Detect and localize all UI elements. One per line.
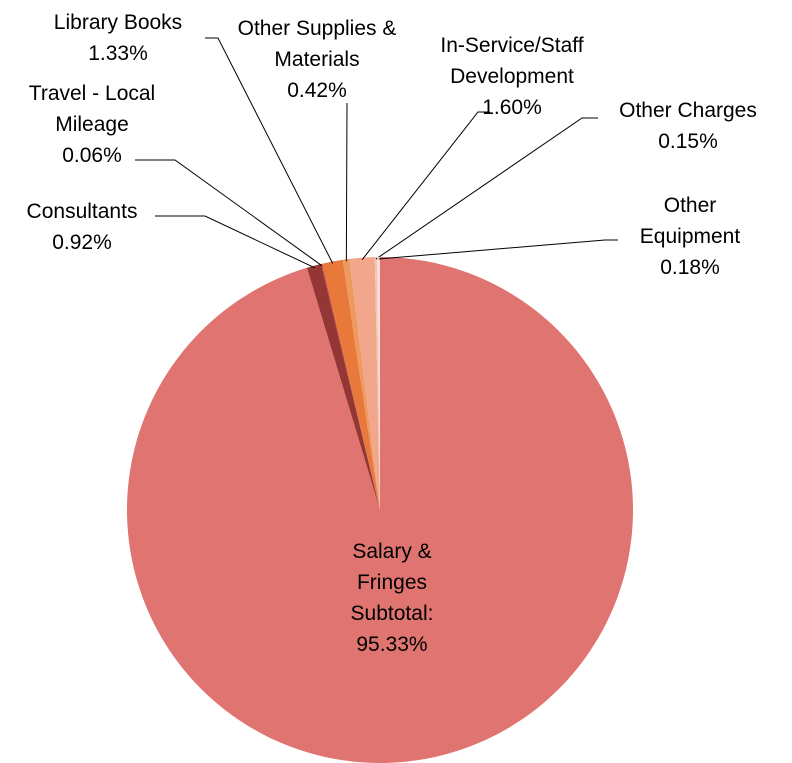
value-label: 0.15% xyxy=(658,130,718,153)
category-label: Travel - Local Mileage xyxy=(28,82,156,136)
category-label: Library Books xyxy=(53,11,183,34)
slice-label: Library Books 1.33% xyxy=(33,7,203,69)
slice-label: In-Service/Staff Development 1.60% xyxy=(425,30,600,123)
pie-slice xyxy=(322,259,380,510)
category-label: Other Supplies & Materials xyxy=(237,17,397,71)
pie-slice xyxy=(374,257,380,510)
category-label: Consultants xyxy=(26,200,138,223)
value-label: 0.18% xyxy=(660,256,720,279)
category-label: Other Charges xyxy=(619,99,757,122)
pie-slice xyxy=(321,263,380,510)
value-label: 1.33% xyxy=(88,42,148,65)
category-label: Other Equipment xyxy=(639,194,741,248)
pie-slice xyxy=(377,257,380,510)
value-label: 0.42% xyxy=(287,79,347,102)
leader-line xyxy=(361,111,490,260)
leader-line xyxy=(155,215,315,269)
slice-label: Other Supplies & Materials 0.42% xyxy=(237,13,397,106)
leader-line xyxy=(378,239,618,260)
pie-slice xyxy=(342,258,380,510)
pie-slice xyxy=(349,257,380,510)
leader-line xyxy=(345,102,348,262)
slice-label: Travel - Local Mileage 0.06% xyxy=(7,78,177,171)
leader-line xyxy=(135,159,323,267)
value-label: 0.06% xyxy=(62,144,122,167)
value-label: 95.33% xyxy=(356,633,428,656)
leader-line xyxy=(205,37,334,264)
slice-label: Other Charges 0.15% xyxy=(598,95,778,157)
leader-line xyxy=(375,117,598,260)
category-label: In-Service/Staff Development xyxy=(440,34,584,88)
pie-slice xyxy=(127,257,633,763)
slice-label: Other Equipment 0.18% xyxy=(635,190,745,283)
pie-slice xyxy=(306,263,380,510)
slice-label: Consultants 0.92% xyxy=(7,196,157,258)
value-label: 1.60% xyxy=(482,96,542,119)
value-label: 0.92% xyxy=(52,231,112,254)
slice-label: Salary & Fringes Subtotal: 95.33% xyxy=(327,536,457,660)
category-label: Salary & Fringes Subtotal: xyxy=(350,540,434,625)
